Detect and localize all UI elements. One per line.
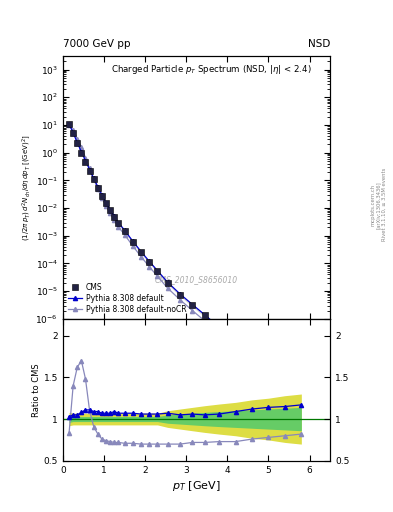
- Text: CMS_2010_S8656010: CMS_2010_S8656010: [155, 275, 238, 284]
- Pythia 8.308 default-noCR: [116, 224, 121, 230]
- CMS: [91, 176, 96, 182]
- Pythia 8.308 default: [202, 312, 207, 318]
- Pythia 8.308 default-noCR: [250, 355, 254, 361]
- Pythia 8.308 default-noCR: [178, 296, 182, 303]
- CMS: [71, 130, 75, 136]
- CMS: [116, 220, 121, 226]
- Pythia 8.308 default-noCR: [233, 343, 238, 349]
- Pythia 8.308 default-noCR: [217, 330, 222, 336]
- CMS: [139, 249, 143, 255]
- CMS: [155, 268, 160, 274]
- CMS: [79, 150, 84, 156]
- Pythia 8.308 default: [95, 184, 100, 190]
- Pythia 8.308 default-noCR: [108, 210, 112, 217]
- Pythia 8.308 default-noCR: [122, 231, 127, 238]
- Pythia 8.308 default: [83, 158, 88, 164]
- Text: Charged Particle $p_T$ Spectrum (NSD, $|\eta|$ < 2.4): Charged Particle $p_T$ Spectrum (NSD, $|…: [111, 63, 312, 76]
- Text: 7000 GeV pp: 7000 GeV pp: [63, 38, 130, 49]
- Pythia 8.308 default: [122, 227, 127, 233]
- CMS: [130, 239, 135, 245]
- Pythia 8.308 default-noCR: [139, 253, 143, 260]
- Pythia 8.308 default: [233, 336, 238, 343]
- Pythia 8.308 default-noCR: [190, 308, 195, 314]
- Pythia 8.308 default: [112, 213, 117, 219]
- CMS: [95, 185, 100, 191]
- Pythia 8.308 default-noCR: [283, 379, 287, 385]
- Pythia 8.308 default: [266, 360, 271, 367]
- Pythia 8.308 default: [147, 258, 152, 264]
- CMS: [104, 200, 108, 206]
- Pythia 8.308 default: [190, 302, 195, 308]
- Line: Pythia 8.308 default-noCR: Pythia 8.308 default-noCR: [67, 123, 303, 396]
- Text: mcplots.cern.ch: mcplots.cern.ch: [370, 184, 375, 226]
- Pythia 8.308 default: [87, 166, 92, 173]
- Pythia 8.308 default-noCR: [104, 203, 108, 209]
- Pythia 8.308 default-noCR: [147, 264, 152, 270]
- Text: NSD: NSD: [308, 38, 330, 49]
- Pythia 8.308 default-noCR: [155, 273, 160, 280]
- CMS: [75, 140, 80, 146]
- Pythia 8.308 default: [99, 192, 104, 198]
- CMS: [190, 302, 195, 308]
- CMS: [217, 325, 222, 331]
- Pythia 8.308 default: [165, 279, 170, 285]
- Pythia 8.308 default: [217, 324, 222, 330]
- CMS: [266, 362, 271, 369]
- Pythia 8.308 default: [67, 121, 72, 127]
- Text: Rivet 3.1.10, ≥ 3.5M events: Rivet 3.1.10, ≥ 3.5M events: [382, 168, 387, 242]
- Pythia 8.308 default-noCR: [87, 165, 92, 172]
- CMS: [283, 374, 287, 380]
- Pythia 8.308 default-noCR: [299, 391, 304, 397]
- CMS: [112, 214, 117, 220]
- Text: [arXiv:1306.3436]: [arXiv:1306.3436]: [376, 181, 381, 229]
- CMS: [178, 291, 182, 297]
- Legend: CMS, Pythia 8.308 default, Pythia 8.308 default-noCR: CMS, Pythia 8.308 default, Pythia 8.308 …: [67, 281, 188, 315]
- Pythia 8.308 default-noCR: [67, 122, 72, 129]
- CMS: [233, 337, 238, 344]
- Pythia 8.308 default: [75, 140, 80, 146]
- Pythia 8.308 default-noCR: [130, 243, 135, 249]
- Pythia 8.308 default: [108, 206, 112, 212]
- Line: CMS: CMS: [66, 121, 304, 392]
- CMS: [147, 259, 152, 265]
- CMS: [250, 350, 254, 356]
- CMS: [108, 207, 112, 214]
- Pythia 8.308 default: [104, 200, 108, 206]
- Pythia 8.308 default-noCR: [112, 217, 117, 223]
- Pythia 8.308 default: [299, 384, 304, 390]
- Pythia 8.308 default: [79, 148, 84, 155]
- Pythia 8.308 default-noCR: [266, 367, 271, 373]
- Pythia 8.308 default: [250, 349, 254, 355]
- Pythia 8.308 default-noCR: [202, 318, 207, 324]
- Pythia 8.308 default-noCR: [71, 127, 75, 133]
- CMS: [165, 280, 170, 286]
- CMS: [83, 159, 88, 165]
- Pythia 8.308 default: [71, 130, 75, 136]
- CMS: [87, 168, 92, 174]
- Y-axis label: $(1/2\pi\,p_T)\,d^2N_\mathrm{ch}/d\eta\,dp_T\;[(\mathrm{GeV})^2]$: $(1/2\pi\,p_T)\,d^2N_\mathrm{ch}/d\eta\,…: [20, 134, 33, 241]
- Y-axis label: Ratio to CMS: Ratio to CMS: [32, 363, 41, 417]
- CMS: [122, 228, 127, 234]
- Pythia 8.308 default-noCR: [79, 144, 84, 150]
- Pythia 8.308 default: [155, 268, 160, 274]
- Pythia 8.308 default-noCR: [95, 186, 100, 192]
- Pythia 8.308 default-noCR: [99, 195, 104, 201]
- Pythia 8.308 default: [116, 220, 121, 226]
- Pythia 8.308 default-noCR: [83, 155, 88, 161]
- X-axis label: $p_T$ [GeV]: $p_T$ [GeV]: [172, 479, 221, 493]
- Pythia 8.308 default-noCR: [75, 136, 80, 142]
- Pythia 8.308 default-noCR: [165, 285, 170, 291]
- CMS: [99, 193, 104, 199]
- Pythia 8.308 default: [139, 248, 143, 254]
- Pythia 8.308 default: [91, 175, 96, 181]
- Pythia 8.308 default: [130, 238, 135, 244]
- Line: Pythia 8.308 default: Pythia 8.308 default: [67, 122, 303, 389]
- Pythia 8.308 default-noCR: [91, 176, 96, 182]
- Pythia 8.308 default: [283, 373, 287, 379]
- CMS: [299, 386, 304, 392]
- CMS: [202, 312, 207, 318]
- Pythia 8.308 default: [178, 291, 182, 297]
- CMS: [67, 121, 72, 127]
